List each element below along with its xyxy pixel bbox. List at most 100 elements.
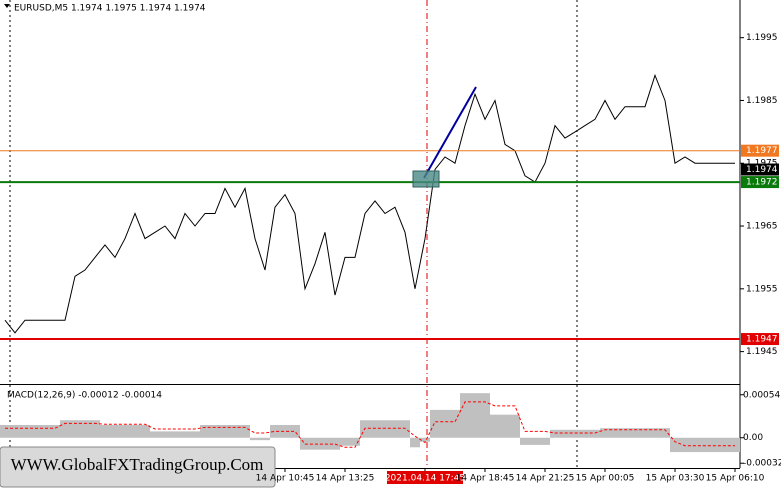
macd-bar bbox=[240, 425, 250, 438]
entry-box bbox=[412, 170, 440, 188]
macd-bar bbox=[470, 393, 480, 438]
macd-bar bbox=[720, 437, 730, 453]
current-price-label: 1.1974 bbox=[746, 165, 778, 175]
macd-bar bbox=[480, 393, 490, 438]
x-tick-label: 14 Apr 21:25 bbox=[516, 474, 575, 484]
macd-bar bbox=[190, 431, 200, 438]
macd-bar bbox=[0, 425, 10, 438]
macd-bar bbox=[210, 425, 220, 438]
macd-bar bbox=[230, 425, 240, 438]
level-label-bg bbox=[741, 144, 779, 157]
signal-line bbox=[5, 401, 735, 448]
macd-bar bbox=[600, 428, 610, 438]
macd-bar bbox=[590, 429, 600, 438]
macd-bar bbox=[670, 437, 680, 453]
macd-bar bbox=[340, 437, 350, 446]
macd-bar bbox=[510, 414, 520, 438]
macd-bar bbox=[490, 414, 500, 438]
price-line bbox=[4, 73, 735, 334]
y-tick-label: 1.1945 bbox=[746, 347, 778, 357]
x-tick-label: 15 Apr 00:05 bbox=[576, 474, 635, 484]
macd-bar bbox=[690, 437, 700, 453]
macd-bar bbox=[20, 425, 30, 438]
y-tick-label: 1.1995 bbox=[746, 33, 778, 43]
macd-bar bbox=[440, 409, 450, 438]
macd-bar bbox=[650, 428, 660, 438]
macd-bar bbox=[90, 420, 100, 438]
macd-bar bbox=[30, 425, 40, 438]
macd-bar bbox=[400, 420, 410, 438]
macd-bar bbox=[380, 420, 390, 438]
macd-bar bbox=[270, 425, 280, 438]
macd-bar bbox=[80, 420, 90, 438]
macd-bar bbox=[280, 425, 290, 438]
level-label: 1.1977 bbox=[746, 146, 778, 156]
level-label: 1.1972 bbox=[746, 178, 778, 188]
macd-bar bbox=[410, 437, 420, 448]
watermark-box bbox=[0, 446, 276, 488]
chart-title: EURUSD,M5 1.1974 1.1975 1.1974 1.1974 bbox=[14, 4, 206, 14]
macd-bar bbox=[710, 437, 720, 453]
macd-bar bbox=[610, 428, 620, 438]
macd-bar bbox=[200, 425, 210, 438]
macd-bar bbox=[560, 429, 570, 438]
x-tick-label: 15 Apr 06:10 bbox=[706, 474, 765, 484]
macd-bar bbox=[450, 409, 460, 438]
level-label-bg bbox=[741, 333, 779, 346]
x-tick-label: 15 Apr 03:30 bbox=[646, 474, 705, 484]
macd-bar bbox=[100, 425, 110, 438]
level-label: 1.1947 bbox=[746, 335, 778, 345]
macd-bar bbox=[580, 429, 590, 438]
y-tick-label: 0.00054 bbox=[743, 390, 780, 400]
y-tick-label: -0.00032 bbox=[743, 459, 781, 469]
y-tick-label: 1.1955 bbox=[746, 284, 778, 294]
macd-bar bbox=[10, 425, 20, 438]
macd-bar bbox=[430, 409, 440, 438]
watermark: WWW.GlobalFXTradingGroup.Com bbox=[11, 455, 264, 474]
macd-bar bbox=[50, 425, 60, 438]
macd-bar bbox=[60, 420, 70, 438]
macd-bar bbox=[290, 425, 300, 438]
y-tick-label: 1.1985 bbox=[746, 96, 778, 106]
macd-bar bbox=[170, 431, 180, 438]
menu-arrow bbox=[4, 4, 10, 8]
macd-bar bbox=[640, 428, 650, 438]
macd-bar bbox=[250, 437, 260, 441]
indicator-title: MACD(12,26,9) -0.00012 -0.00014 bbox=[7, 391, 162, 401]
x-tick-label: 14 Apr 18:45 bbox=[456, 474, 515, 484]
macd-bar bbox=[500, 414, 510, 438]
level-label-bg bbox=[741, 176, 779, 189]
x-label-highlight bbox=[387, 471, 463, 484]
macd-bar bbox=[40, 425, 50, 438]
macd-bar bbox=[370, 420, 380, 438]
x-tick-label: 2021.04.14 17:45 bbox=[385, 474, 465, 484]
current-price-bg bbox=[741, 163, 779, 176]
macd-bar bbox=[260, 437, 270, 441]
macd-bar bbox=[700, 437, 710, 453]
macd-bar bbox=[460, 393, 470, 438]
macd-bar bbox=[180, 431, 190, 438]
y-tick-label: 1.1965 bbox=[746, 222, 778, 232]
macd-bar bbox=[70, 420, 80, 438]
x-tick-label: 14 Apr 10:45 bbox=[256, 474, 315, 484]
macd-bar bbox=[140, 425, 150, 438]
macd-bar bbox=[150, 431, 160, 438]
y-tick-label: 0.00 bbox=[743, 433, 763, 443]
x-tick-label: 14 Apr 13:25 bbox=[316, 474, 375, 484]
macd-bar bbox=[570, 429, 580, 438]
trend-arrow bbox=[423, 86, 477, 179]
macd-bar bbox=[350, 437, 360, 446]
macd-bar bbox=[420, 437, 430, 442]
macd-bar bbox=[390, 420, 400, 438]
macd-bar bbox=[130, 425, 140, 438]
macd-bar bbox=[120, 425, 130, 438]
plot-layer: 1.19451.19551.19651.19751.19851.1995-0.0… bbox=[0, 33, 781, 469]
macd-bar bbox=[730, 437, 740, 453]
macd-bar bbox=[530, 437, 540, 445]
macd-bar bbox=[110, 425, 120, 438]
macd-bar bbox=[620, 428, 630, 438]
macd-bar bbox=[550, 429, 560, 438]
macd-bar bbox=[160, 431, 170, 438]
